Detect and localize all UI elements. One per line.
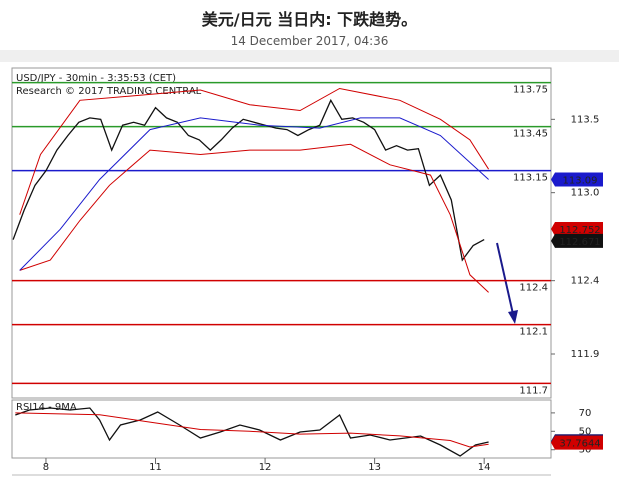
subtitle: 14 December 2017, 04:36 xyxy=(230,34,389,48)
chart-title: USD/JPY - 30min - 3:35:53 (CET) xyxy=(16,73,176,84)
price-tag-label: 37.7644 xyxy=(559,439,600,450)
forecast-arrow xyxy=(496,242,518,324)
level-label: 113.75 xyxy=(513,85,548,96)
rsi-title: RSI14 - 9MA xyxy=(16,402,77,413)
series-line xyxy=(19,143,489,293)
y-tick-label: 50 xyxy=(579,426,592,437)
price-tag-label: 113.09 xyxy=(563,175,598,186)
level-label: 111.7 xyxy=(519,385,548,396)
series-line xyxy=(15,407,489,457)
series-line xyxy=(12,98,485,262)
x-tick-label: 13 xyxy=(368,462,381,473)
y-tick-label: 112.4 xyxy=(571,276,600,287)
y-tick-label: 70 xyxy=(579,408,592,419)
x-tick-label: 8 xyxy=(43,462,49,473)
series-line xyxy=(19,117,489,271)
price-tag xyxy=(551,222,603,237)
y-tick-label: 111.9 xyxy=(571,349,600,360)
price-tag-label: 112.671 xyxy=(559,237,600,248)
level-label: 113.45 xyxy=(513,129,548,140)
x-tick-label: 14 xyxy=(478,462,491,473)
level-label: 112.4 xyxy=(519,283,548,294)
rsi-frame xyxy=(11,399,552,459)
y-tick-label: 113.5 xyxy=(571,114,600,125)
separator xyxy=(0,50,619,62)
main-frame xyxy=(11,67,552,399)
price-tag xyxy=(551,435,603,450)
level-label: 112.1 xyxy=(519,327,548,338)
annotation: Research © 2017 TRADING CENTRAL xyxy=(16,86,202,97)
series-line xyxy=(19,87,490,215)
x-tick-label: 12 xyxy=(259,462,272,473)
y-tick-label: 113.0 xyxy=(571,188,600,199)
price-tag xyxy=(551,233,603,248)
price-tag xyxy=(551,172,603,187)
y-tick-label: 30 xyxy=(579,445,592,456)
series-line xyxy=(15,412,489,448)
title: 美元/日元 当日内: 下跌趋势。 xyxy=(201,10,418,29)
header: 美元/日元 当日内: 下跌趋势。 14 December 2017, 04:36 xyxy=(0,0,619,48)
price-tag-label: 112.752 xyxy=(559,225,600,236)
x-tick-label: 11 xyxy=(149,462,162,473)
level-label: 113.15 xyxy=(513,173,548,184)
